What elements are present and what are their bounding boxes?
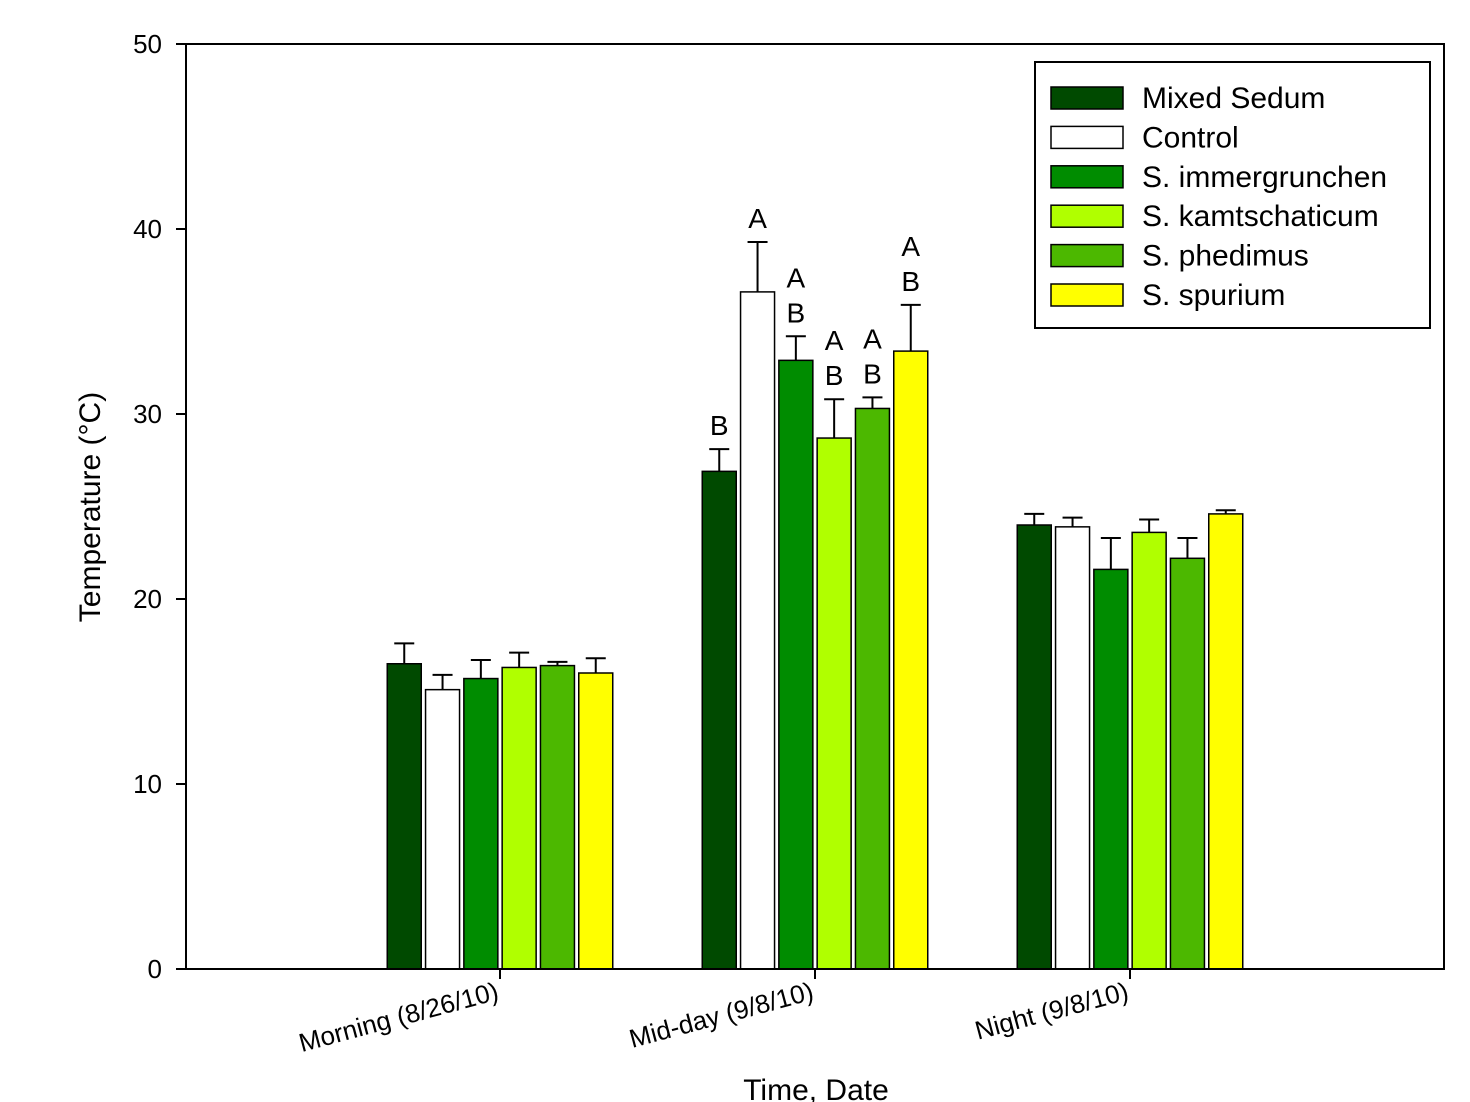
y-axis: 0 10 20 30 40 50 <box>133 29 186 984</box>
significance-letter: B <box>901 266 920 297</box>
bar <box>463 677 499 970</box>
error-bar <box>1215 509 1236 514</box>
y-axis-title: Temperature (°C) <box>74 392 107 622</box>
error-bar <box>1100 536 1121 570</box>
bar <box>816 437 852 970</box>
error-bar <box>862 396 883 409</box>
error-bar <box>509 651 530 668</box>
bar <box>1016 524 1052 970</box>
x-tick-label: Night (9/8/10) <box>972 976 1132 1046</box>
error-bar <box>432 673 453 690</box>
significance-letter: B <box>825 360 844 391</box>
significance-letter: A <box>901 231 920 262</box>
error-bar <box>1139 518 1160 533</box>
bar <box>1093 568 1129 970</box>
y-tick-label: 40 <box>133 214 162 244</box>
legend-swatch <box>1050 204 1124 228</box>
y-tick-label: 30 <box>133 399 162 429</box>
error-bar <box>747 240 768 292</box>
x-axis-title: Time, Date <box>743 1074 889 1102</box>
error-bar <box>709 448 730 472</box>
error-bar <box>824 398 845 439</box>
x-axis: Morning (8/26/10) Mid-day (9/8/10) Night (… <box>296 969 1132 1058</box>
bar <box>739 291 776 970</box>
x-tick-label: Morning (8/26/10) <box>296 976 502 1058</box>
error-bars-layer <box>394 240 1236 690</box>
bar <box>854 407 891 970</box>
error-bar <box>585 657 606 673</box>
error-bar <box>1177 536 1198 559</box>
error-bar <box>900 303 921 352</box>
bar <box>1169 557 1206 970</box>
significance-letter: A <box>787 262 806 293</box>
legend-swatch <box>1050 165 1124 189</box>
significance-letter: B <box>710 410 729 441</box>
bar <box>1054 526 1091 970</box>
error-bar <box>1062 516 1083 527</box>
error-bar <box>1024 512 1045 525</box>
y-tick-label: 0 <box>148 954 162 984</box>
bar <box>539 664 576 970</box>
error-bar <box>547 660 568 666</box>
significance-letter: A <box>863 323 882 354</box>
significance-letter: B <box>787 297 806 328</box>
bar <box>501 666 537 970</box>
bar <box>1208 513 1244 970</box>
legend-swatch <box>1050 243 1124 268</box>
bars-layer <box>386 291 1244 970</box>
legend-swatch <box>1050 283 1124 307</box>
legend-label: Control <box>1142 121 1239 154</box>
y-tick-label: 20 <box>133 584 162 614</box>
legend-label: S. kamtschaticum <box>1142 200 1379 233</box>
significance-letter: A <box>825 325 844 356</box>
error-bar <box>470 659 491 679</box>
bar <box>893 350 929 970</box>
legend-label: S. spurium <box>1142 279 1285 312</box>
y-tick-label: 50 <box>133 29 162 59</box>
legend-swatch <box>1050 125 1124 150</box>
legend-swatch <box>1050 86 1124 110</box>
significance-letter: A <box>748 203 767 234</box>
error-bar <box>394 642 415 664</box>
x-tick-label: Mid-day (9/8/10) <box>626 976 817 1054</box>
bar <box>424 688 461 970</box>
bar <box>1131 531 1167 970</box>
legend-label: S. phedimus <box>1142 240 1309 273</box>
bar <box>778 359 814 970</box>
error-bar <box>785 335 806 361</box>
bar <box>578 672 614 970</box>
legend-label: Mixed Sedum <box>1142 82 1325 115</box>
bar <box>386 663 422 970</box>
significance-letter: B <box>863 358 882 389</box>
legend: Mixed Sedum Control S. immergrunchen S. kam… <box>1034 61 1431 329</box>
y-tick-label: 10 <box>133 769 162 799</box>
legend-label: S. immergrunchen <box>1142 161 1387 194</box>
bar <box>701 470 737 970</box>
